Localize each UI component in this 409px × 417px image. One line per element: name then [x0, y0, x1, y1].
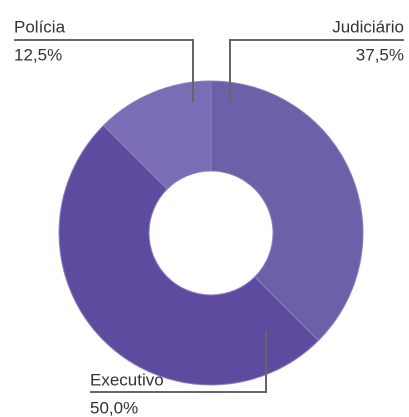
leader-line: [229, 39, 404, 102]
slice-value-label: 50,0%: [90, 398, 138, 417]
leader-line: [14, 39, 194, 102]
slice-label: Polícia: [14, 17, 66, 36]
donut-slice: [102, 80, 212, 190]
slice-label: Judiciário: [332, 17, 404, 36]
leader-line: [90, 330, 267, 393]
slice-value-label: 37,5%: [356, 45, 404, 64]
slice-label: Executivo: [90, 370, 164, 389]
donut-slice: [210, 80, 364, 342]
donut-slice: [58, 124, 320, 386]
slice-value-label: 12,5%: [14, 45, 62, 64]
